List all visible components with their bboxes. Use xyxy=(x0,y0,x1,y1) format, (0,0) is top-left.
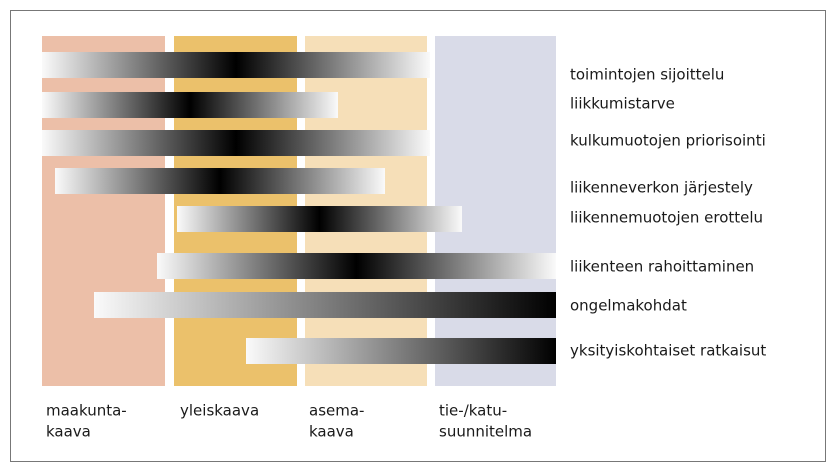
column-label: yleiskaava xyxy=(180,402,259,420)
bar xyxy=(246,338,556,364)
row-label: toimintojen sijoittelu xyxy=(570,66,724,84)
column-label: maakunta- xyxy=(46,402,127,420)
bar xyxy=(157,253,556,279)
column-label: kaava xyxy=(309,423,354,441)
bar xyxy=(55,168,385,194)
bar xyxy=(42,52,430,78)
bar xyxy=(177,206,462,232)
column-label: tie-/katu- xyxy=(439,402,507,420)
row-label: yksityiskohtaiset ratkaisut xyxy=(570,342,766,360)
bar xyxy=(94,292,556,318)
row-label: liikenneverkon järjestely xyxy=(570,179,753,197)
column-band xyxy=(42,36,165,386)
column-label: kaava xyxy=(46,423,91,441)
row-label: liikenteen rahoittaminen xyxy=(570,258,754,276)
row-label: liikkumistarve xyxy=(570,95,675,113)
row-label: liikennemuotojen erottelu xyxy=(570,209,763,227)
column-label: suunnitelma xyxy=(439,423,532,441)
bar xyxy=(42,130,430,156)
bar xyxy=(42,92,338,118)
column-label: asema- xyxy=(309,402,364,420)
row-label: kulkumuotojen priorisointi xyxy=(570,132,766,150)
row-label: ongelmakohdat xyxy=(570,297,687,315)
frame xyxy=(10,10,826,462)
